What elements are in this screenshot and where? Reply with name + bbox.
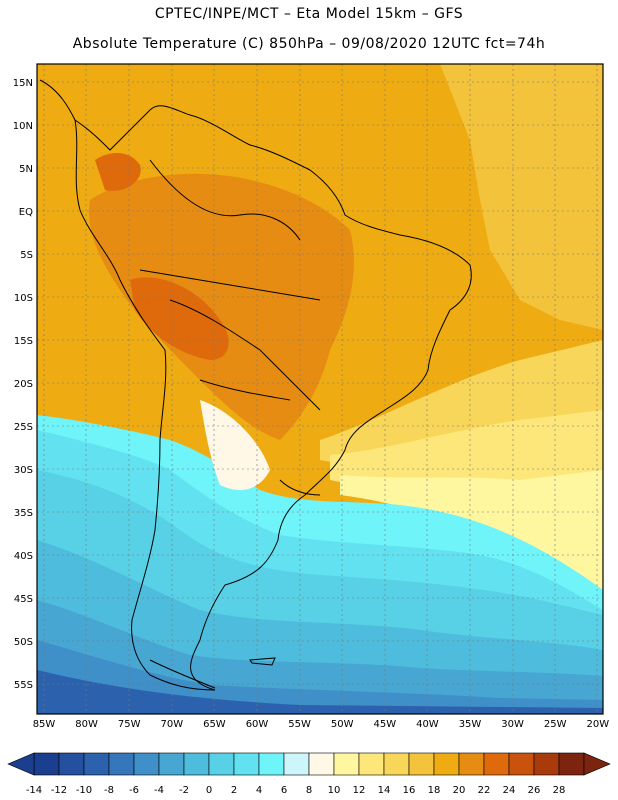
colorbar-swatch: [433, 752, 460, 776]
longitude-label: 60W: [246, 719, 269, 730]
colorbar-label: -10: [76, 785, 92, 796]
colorbar-label: 20: [453, 785, 466, 796]
latitude-label: 45S: [14, 594, 33, 605]
longitude-label: 55W: [288, 719, 311, 730]
longitude-label: 85W: [33, 719, 56, 730]
colorbar-label: 22: [478, 785, 491, 796]
colorbar-label: 14: [378, 785, 391, 796]
latitude-label: 50S: [14, 637, 33, 648]
colorbar-label: 8: [306, 785, 312, 796]
colorbar-label: 26: [528, 785, 541, 796]
colorbar-swatch: [83, 752, 110, 776]
colorbar-swatch: [258, 752, 285, 776]
temperature-map: 15N 10N 5N EQ 5S 10S 15S 20S 25S 30S 35S 40S 45S 50S 5…: [13, 63, 610, 730]
colorbar-swatch: [533, 752, 560, 776]
latitude-label: 25S: [14, 422, 33, 433]
colorbar-label: 2: [231, 785, 237, 796]
colorbar-min-arrow: [7, 752, 35, 776]
colorbar-label: 28: [553, 785, 566, 796]
colorbar-swatch: [458, 752, 485, 776]
temperature-field: [37, 64, 603, 714]
colorbar-label: 4: [256, 785, 262, 796]
colorbar-label: -2: [179, 785, 189, 796]
longitude-label: 30W: [501, 719, 524, 730]
colorbar-labels: -14 -12 -10 -8 -6 -4 -2 0 2 4 6 8 10 12 14 16 18 20 22 24 26…: [26, 785, 566, 796]
latitude-label: 35S: [14, 508, 33, 519]
latitude-label: 30S: [14, 465, 33, 476]
colorbar-swatch: [408, 752, 435, 776]
longitude-label: 25W: [544, 719, 567, 730]
colorbar-swatch: [133, 752, 160, 776]
map-frame: [36, 63, 604, 715]
latitude-label: EQ: [19, 207, 33, 218]
colorbar-max-arrow: [583, 752, 611, 776]
colorbar-label: -6: [129, 785, 139, 796]
title-line-2: Absolute Temperature (C) 850hPa – 09/08/…: [72, 36, 546, 52]
colorbar-label: -8: [104, 785, 114, 796]
longitude-label: 45W: [373, 719, 396, 730]
colorbar-swatch: [183, 752, 210, 776]
colorbar-swatch: [108, 752, 135, 776]
longitude-labels: 85W 80W 75W 70W 65W 60W 55W 50W 45W 40W 35W 30W 25W 2…: [33, 719, 610, 730]
coastlines: [39, 79, 472, 691]
longitude-label: 75W: [118, 719, 141, 730]
colorbar-label: -14: [26, 785, 42, 796]
temperature-colorbar: -14 -12 -10 -8 -6 -4 -2 0 2 4 6 8 10 12 14 16 18 20 22 24 26…: [7, 752, 611, 796]
colorbar-label: 18: [428, 785, 441, 796]
colorbar-swatch: [233, 752, 260, 776]
longitude-label: 65W: [203, 719, 226, 730]
title-line-1: CPTEC/INPE/MCT – Eta Model 15km – GFS: [154, 6, 464, 22]
colorbar-swatch: [308, 752, 335, 776]
latitude-label: 15N: [13, 78, 33, 89]
colorbar-label: 16: [403, 785, 416, 796]
latitude-label: 10N: [13, 121, 33, 132]
longitude-label: 50W: [331, 719, 354, 730]
colorbar-swatch: [283, 752, 310, 776]
latitude-label: 15S: [14, 336, 33, 347]
colorbar-swatch: [208, 752, 235, 776]
colorbar-label: -12: [51, 785, 67, 796]
colorbar-label: 0: [206, 785, 212, 796]
colorbar-swatch: [483, 752, 510, 776]
colorbar-swatch: [508, 752, 535, 776]
colorbar-swatch: [58, 752, 85, 776]
colorbar-label: 12: [353, 785, 366, 796]
colorbar-label: 10: [328, 785, 341, 796]
latitude-labels: 15N 10N 5N EQ 5S 10S 15S 20S 25S 30S 35S 40S 45S 50S 5…: [13, 78, 33, 691]
colorbar-swatch: [158, 752, 185, 776]
colorbar-swatch: [383, 752, 410, 776]
colorbar-label: 6: [281, 785, 287, 796]
colorbar-swatch: [358, 752, 385, 776]
graticule: [37, 64, 603, 714]
latitude-label: 5N: [19, 164, 33, 175]
colorbar-swatch: [333, 752, 360, 776]
longitude-label: 40W: [416, 719, 439, 730]
colorbar-swatch: [33, 752, 60, 776]
longitude-label: 20W: [586, 719, 609, 730]
latitude-label: 10S: [14, 293, 33, 304]
longitude-label: 35W: [459, 719, 482, 730]
longitude-label: 80W: [75, 719, 98, 730]
colorbar-swatch: [558, 752, 585, 776]
latitude-label: 20S: [14, 379, 33, 390]
latitude-label: 40S: [14, 551, 33, 562]
colorbar-label: 24: [503, 785, 516, 796]
longitude-label: 70W: [160, 719, 183, 730]
latitude-label: 5S: [20, 250, 33, 261]
latitude-label: 55S: [14, 680, 33, 691]
colorbar-label: -4: [154, 785, 164, 796]
colorbar-boxes: [33, 752, 585, 776]
